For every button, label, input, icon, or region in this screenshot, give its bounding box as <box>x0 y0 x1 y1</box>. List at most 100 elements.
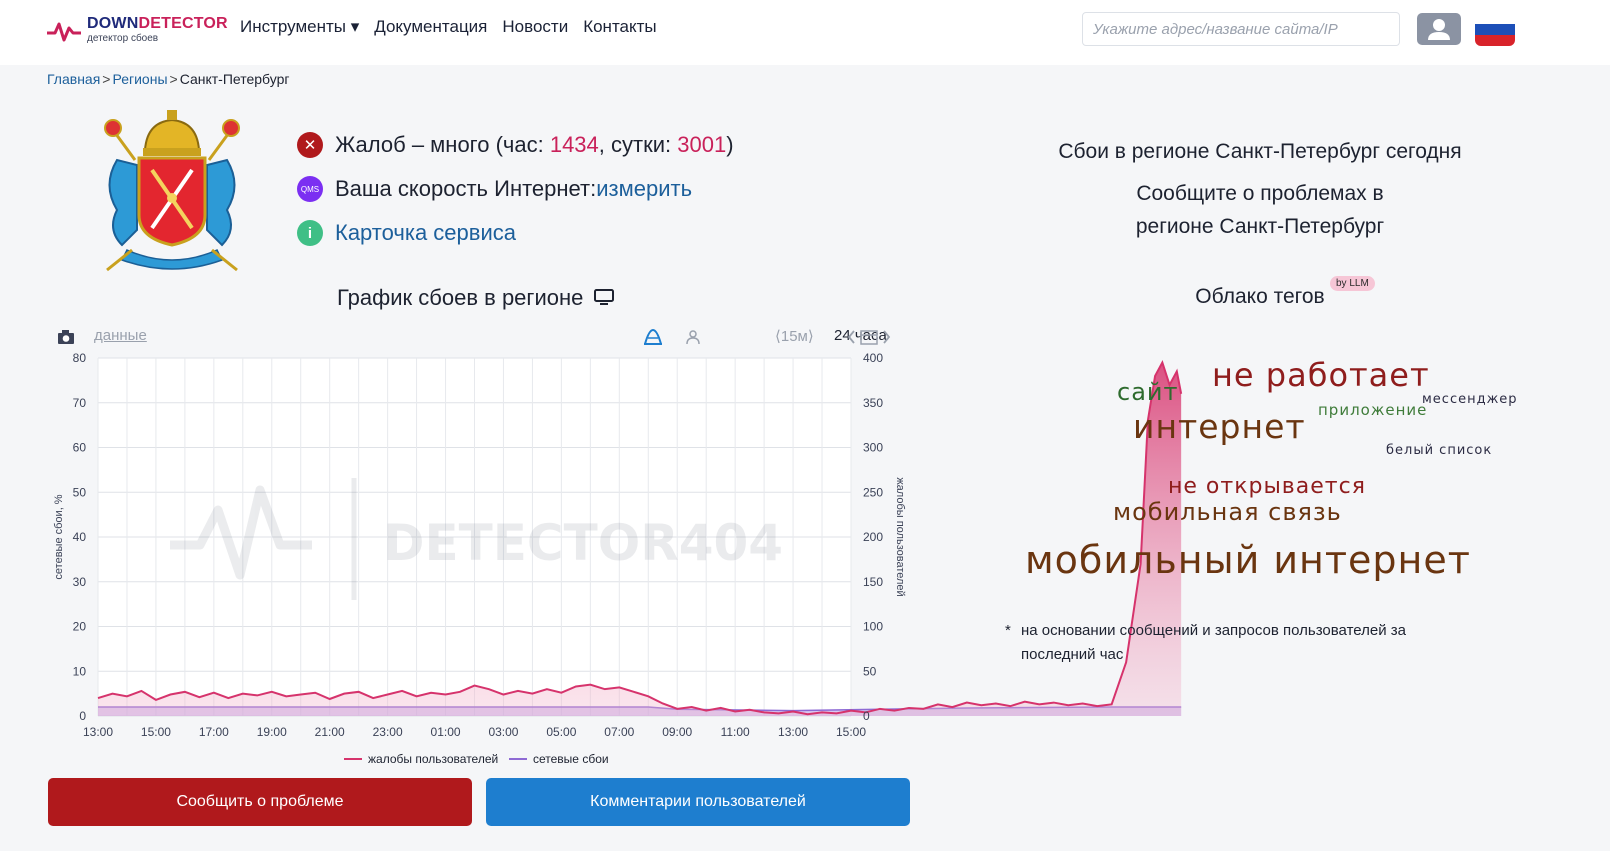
y-right-tick-label: 200 <box>863 530 883 544</box>
report-problem-button[interactable]: Сообщить о проблеме <box>48 778 472 826</box>
y-left-tick-label: 10 <box>73 664 87 678</box>
legend-label: жалобы пользователей <box>368 752 498 766</box>
complaints-text: Жалоб – много (час: 1434, сутки: 3001) <box>335 132 734 157</box>
calendar-nav-icon[interactable] <box>847 328 895 346</box>
person-icon[interactable] <box>685 329 701 345</box>
legend-label: сетевые сбои <box>533 752 609 766</box>
speed-test-row: QMS Ваша скорость Интернет: измерить <box>297 176 692 202</box>
error-x-icon: ✕ <box>297 132 323 158</box>
chart-toolbar: данные ⟨15м⟩ 24 часа <box>57 325 891 349</box>
breadcrumb: Главная > Регионы > Санкт-Петербург <box>47 71 290 87</box>
service-card-link[interactable]: Карточка сервиса <box>335 220 516 245</box>
nav-tools[interactable]: Инструменты ▾ <box>240 17 360 36</box>
search-input[interactable] <box>1082 12 1400 46</box>
y-left-axis-title: сетевые сбои, % <box>53 494 65 579</box>
chart-grid <box>97 357 852 717</box>
logo-text: DOWNDETECTOR <box>87 15 228 32</box>
tag[interactable]: белый список <box>1386 443 1493 458</box>
y-left-tick-label: 0 <box>79 709 86 723</box>
tag[interactable]: интернет <box>1133 407 1306 446</box>
x-tick-label: 03:00 <box>488 725 518 739</box>
complaints-day: 3001 <box>677 132 727 157</box>
tag[interactable]: мобильный интернет <box>1025 538 1471 582</box>
y-right-tick-label: 0 <box>863 709 870 723</box>
speed-test-link[interactable]: измерить <box>596 176 693 201</box>
flag-stripe-red <box>1475 35 1515 46</box>
breadcrumb-regions[interactable]: Регионы <box>112 71 168 87</box>
y-right-tick-label: 300 <box>863 441 883 455</box>
y-left-tick-label: 50 <box>73 485 87 499</box>
site-header: DOWNDETECTOR детектор сбоев Инструменты … <box>0 0 1610 65</box>
x-tick-label: 15:00 <box>836 725 866 739</box>
y-left-tick-label: 70 <box>73 396 87 410</box>
user-comments-button[interactable]: Комментарии пользователей <box>486 778 910 826</box>
y-left-tick-label: 20 <box>73 620 87 634</box>
tag-cloud-footnote: * на основании сообщений и запросов поль… <box>1005 622 1406 663</box>
user-button[interactable] <box>1417 13 1461 45</box>
today-outages-title: Сбои в регионе Санкт-Петербург сегодня <box>1058 140 1462 163</box>
llm-badge: by LLM <box>1330 276 1375 291</box>
watermark-text: DETECTOR404 <box>383 514 783 572</box>
series-network-area <box>98 707 1182 716</box>
tag-cloud-title: Облако тегов <box>1195 285 1325 308</box>
info-icon: i <box>297 220 323 246</box>
x-tick-label: 11:00 <box>721 725 750 739</box>
language-flag-russia[interactable] <box>1475 13 1515 46</box>
y-left-tick-label: 60 <box>73 441 87 455</box>
x-tick-label: 13:00 <box>778 725 808 739</box>
chart-watermark: DETECTOR404 <box>170 478 783 600</box>
speed-label: Ваша скорость Интернет: <box>335 176 597 201</box>
x-tick-label: 13:00 <box>83 725 113 739</box>
breadcrumb-current: Санкт-Петербург <box>179 71 290 87</box>
x-tick-label: 21:00 <box>315 725 345 739</box>
camera-icon[interactable] <box>57 329 75 345</box>
nav-contacts[interactable]: Контакты <box>583 17 657 36</box>
coat-of-arms-image <box>104 110 240 272</box>
complaints-status: ✕ Жалоб – много (час: 1434, сутки: 3001) <box>297 132 734 158</box>
y-right-tick-label: 350 <box>863 396 883 410</box>
nav-news[interactable]: Новости <box>502 17 569 36</box>
x-tick-label: 05:00 <box>546 725 576 739</box>
tag[interactable]: не работает <box>1212 356 1430 394</box>
main-nav: Инструменты ▾ Документация Новости Конта… <box>240 17 657 37</box>
y-left-tick-label: 40 <box>73 530 87 544</box>
y-left-tick-label: 30 <box>73 575 87 589</box>
series-network-line <box>98 706 1182 712</box>
x-tick-label: 19:00 <box>257 725 287 739</box>
chart-axes: 0 10 20 30 40 50 60 70 80 0 50 100 150 200 250 300 350 40… <box>53 351 906 739</box>
data-link[interactable]: данные <box>94 327 147 344</box>
area-chart-toggle-icon[interactable] <box>643 328 663 346</box>
monitor-icon[interactable] <box>593 288 615 306</box>
breadcrumb-home[interactable]: Главная <box>47 71 101 87</box>
chart-legend: жалобы пользователей сетевые сбои <box>344 752 609 766</box>
x-tick-label: 15:00 <box>141 725 171 739</box>
report-line-2[interactable]: регионе Санкт-Петербург <box>1135 215 1385 238</box>
service-card-row: i Карточка сервиса <box>297 220 516 246</box>
pulse-icon <box>47 22 81 42</box>
y-right-tick-label: 100 <box>863 620 883 634</box>
tag[interactable]: мессенджер <box>1422 392 1518 407</box>
x-tick-label: 01:00 <box>431 725 461 739</box>
tag[interactable]: приложение <box>1318 401 1428 419</box>
flag-stripe-white <box>1475 13 1515 24</box>
y-right-tick-label: 50 <box>863 664 877 678</box>
y-right-tick-label: 400 <box>863 351 883 365</box>
tag[interactable]: сайт <box>1117 378 1179 406</box>
chart-title: График сбоев в регионе <box>337 285 615 311</box>
tag[interactable]: мобильная связь <box>1113 498 1342 526</box>
user-icon <box>1428 19 1450 40</box>
tag[interactable]: не открывается <box>1168 474 1366 499</box>
x-tick-label: 09:00 <box>662 725 692 739</box>
y-right-tick-label: 250 <box>863 485 883 499</box>
x-tick-label: 23:00 <box>373 725 403 739</box>
report-line-1[interactable]: Сообщите о проблемах в <box>1136 182 1384 205</box>
x-tick-label: 07:00 <box>604 725 634 739</box>
complaints-hour: 1434 <box>549 132 599 157</box>
interval-selector[interactable]: ⟨15м⟩ <box>775 328 814 345</box>
site-logo[interactable]: DOWNDETECTOR детектор сбоев <box>47 12 228 52</box>
y-right-axis-title: жалобы пользователей <box>894 477 906 596</box>
x-tick-label: 17:00 <box>199 725 229 739</box>
nav-docs[interactable]: Документация <box>374 17 488 36</box>
y-right-tick-label: 150 <box>863 575 883 589</box>
logo-subtitle: детектор сбоев <box>87 33 159 44</box>
